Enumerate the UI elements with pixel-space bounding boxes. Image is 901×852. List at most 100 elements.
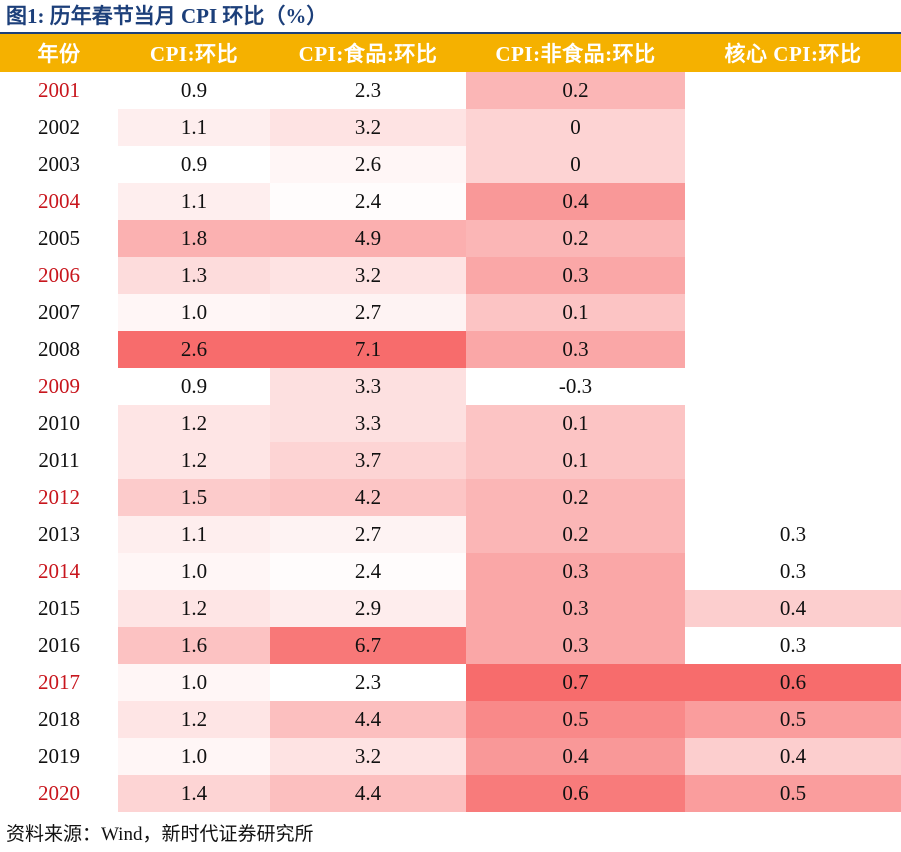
- cell-cpi-food-mom: 4.2: [270, 479, 466, 516]
- cell-cpi-food-mom: 2.7: [270, 294, 466, 331]
- year-cell: 2019: [0, 738, 118, 775]
- cell-core-cpi-mom: [685, 220, 901, 257]
- table-row: 2020 1.4 4.4 0.6 0.5: [0, 775, 901, 812]
- table-row: 2002 1.1 3.2 0: [0, 109, 901, 146]
- cell-core-cpi-mom: [685, 183, 901, 220]
- cell-core-cpi-mom: [685, 146, 901, 183]
- table-row: 2013 1.1 2.7 0.2 0.3: [0, 516, 901, 553]
- cell-core-cpi-mom: [685, 479, 901, 516]
- cell-core-cpi-mom: [685, 294, 901, 331]
- cell-cpi-mom: 0.9: [118, 368, 270, 405]
- cell-core-cpi-mom: [685, 331, 901, 368]
- figure-title: 图1: 历年春节当月 CPI 环比（%）: [6, 4, 328, 28]
- year-cell: 2016: [0, 627, 118, 664]
- cell-cpi-mom: 1.2: [118, 701, 270, 738]
- cell-cpi-food-mom: 3.3: [270, 405, 466, 442]
- cell-cpi-mom: 1.3: [118, 257, 270, 294]
- cell-cpi-mom: 2.6: [118, 331, 270, 368]
- cell-core-cpi-mom: 0.3: [685, 627, 901, 664]
- cell-cpi-mom: 1.4: [118, 775, 270, 812]
- cell-cpi-food-mom: 4.9: [270, 220, 466, 257]
- cell-cpi-mom: 0.9: [118, 72, 270, 109]
- cell-cpi-mom: 1.1: [118, 516, 270, 553]
- year-cell: 2003: [0, 146, 118, 183]
- year-cell: 2014: [0, 553, 118, 590]
- cell-cpi-nonfood-mom: 0.3: [466, 331, 685, 368]
- cell-cpi-food-mom: 2.4: [270, 183, 466, 220]
- cell-cpi-food-mom: 2.3: [270, 72, 466, 109]
- year-cell: 2013: [0, 516, 118, 553]
- table-row: 2015 1.2 2.9 0.3 0.4: [0, 590, 901, 627]
- cell-core-cpi-mom: 0.3: [685, 553, 901, 590]
- cell-cpi-food-mom: 7.1: [270, 331, 466, 368]
- cell-cpi-food-mom: 3.2: [270, 257, 466, 294]
- cell-core-cpi-mom: [685, 405, 901, 442]
- cell-cpi-food-mom: 3.7: [270, 442, 466, 479]
- table-row: 2016 1.6 6.7 0.3 0.3: [0, 627, 901, 664]
- header-cpi-mom: CPI:环比: [118, 34, 270, 72]
- header-year: 年份: [0, 34, 118, 72]
- table-body: 2001 0.9 2.3 0.2 2002 1.1 3.2 0 2003 0.9 2.6 0 2004 1…: [0, 72, 901, 812]
- cell-core-cpi-mom: 0.4: [685, 590, 901, 627]
- cell-core-cpi-mom: [685, 442, 901, 479]
- year-cell: 2002: [0, 109, 118, 146]
- cell-cpi-food-mom: 2.7: [270, 516, 466, 553]
- cell-cpi-food-mom: 3.2: [270, 738, 466, 775]
- cell-cpi-food-mom: 4.4: [270, 701, 466, 738]
- cell-cpi-food-mom: 3.3: [270, 368, 466, 405]
- cell-core-cpi-mom: 0.4: [685, 738, 901, 775]
- year-cell: 2004: [0, 183, 118, 220]
- cell-cpi-nonfood-mom: 0: [466, 146, 685, 183]
- cell-core-cpi-mom: [685, 72, 901, 109]
- cell-cpi-food-mom: 6.7: [270, 627, 466, 664]
- cpi-heatmap-table: 年份 CPI:环比 CPI:食品:环比 CPI:非食品:环比 核心 CPI:环比…: [0, 34, 901, 812]
- year-cell: 2007: [0, 294, 118, 331]
- cell-cpi-nonfood-mom: 0.4: [466, 183, 685, 220]
- year-cell: 2001: [0, 72, 118, 109]
- source-note: 资料来源：Wind，新时代证券研究所: [6, 824, 314, 845]
- table-row: 2009 0.9 3.3 -0.3: [0, 368, 901, 405]
- cell-cpi-mom: 1.8: [118, 220, 270, 257]
- year-cell: 2009: [0, 368, 118, 405]
- year-cell: 2015: [0, 590, 118, 627]
- year-cell: 2006: [0, 257, 118, 294]
- table-row: 2004 1.1 2.4 0.4: [0, 183, 901, 220]
- cell-cpi-nonfood-mom: 0.6: [466, 775, 685, 812]
- table-row: 2019 1.0 3.2 0.4 0.4: [0, 738, 901, 775]
- year-cell: 2011: [0, 442, 118, 479]
- cell-core-cpi-mom: 0.5: [685, 701, 901, 738]
- table-row: 2003 0.9 2.6 0: [0, 146, 901, 183]
- table-row: 2017 1.0 2.3 0.7 0.6: [0, 664, 901, 701]
- table-row: 2001 0.9 2.3 0.2: [0, 72, 901, 109]
- cell-cpi-food-mom: 2.6: [270, 146, 466, 183]
- cell-cpi-mom: 1.2: [118, 405, 270, 442]
- cell-cpi-mom: 1.2: [118, 442, 270, 479]
- cell-cpi-food-mom: 2.4: [270, 553, 466, 590]
- cell-cpi-nonfood-mom: 0.2: [466, 220, 685, 257]
- cell-cpi-mom: 1.0: [118, 664, 270, 701]
- header-cpi-nonfood-mom: CPI:非食品:环比: [466, 34, 685, 72]
- table-header-row: 年份 CPI:环比 CPI:食品:环比 CPI:非食品:环比 核心 CPI:环比: [0, 34, 901, 72]
- cell-cpi-nonfood-mom: -0.3: [466, 368, 685, 405]
- cell-cpi-nonfood-mom: 0: [466, 109, 685, 146]
- cell-cpi-mom: 1.0: [118, 553, 270, 590]
- table-row: 2011 1.2 3.7 0.1: [0, 442, 901, 479]
- title-divider: [0, 32, 901, 34]
- year-cell: 2008: [0, 331, 118, 368]
- year-cell: 2012: [0, 479, 118, 516]
- cell-cpi-nonfood-mom: 0.4: [466, 738, 685, 775]
- table-row: 2012 1.5 4.2 0.2: [0, 479, 901, 516]
- cell-cpi-food-mom: 2.3: [270, 664, 466, 701]
- table-row: 2018 1.2 4.4 0.5 0.5: [0, 701, 901, 738]
- table-row: 2007 1.0 2.7 0.1: [0, 294, 901, 331]
- cell-cpi-mom: 1.6: [118, 627, 270, 664]
- cell-cpi-nonfood-mom: 0.2: [466, 72, 685, 109]
- cell-cpi-mom: 1.1: [118, 109, 270, 146]
- year-cell: 2020: [0, 775, 118, 812]
- year-cell: 2010: [0, 405, 118, 442]
- header-cpi-food-mom: CPI:食品:环比: [270, 34, 466, 72]
- cell-cpi-nonfood-mom: 0.3: [466, 627, 685, 664]
- cell-cpi-mom: 1.5: [118, 479, 270, 516]
- cell-cpi-nonfood-mom: 0.7: [466, 664, 685, 701]
- year-cell: 2017: [0, 664, 118, 701]
